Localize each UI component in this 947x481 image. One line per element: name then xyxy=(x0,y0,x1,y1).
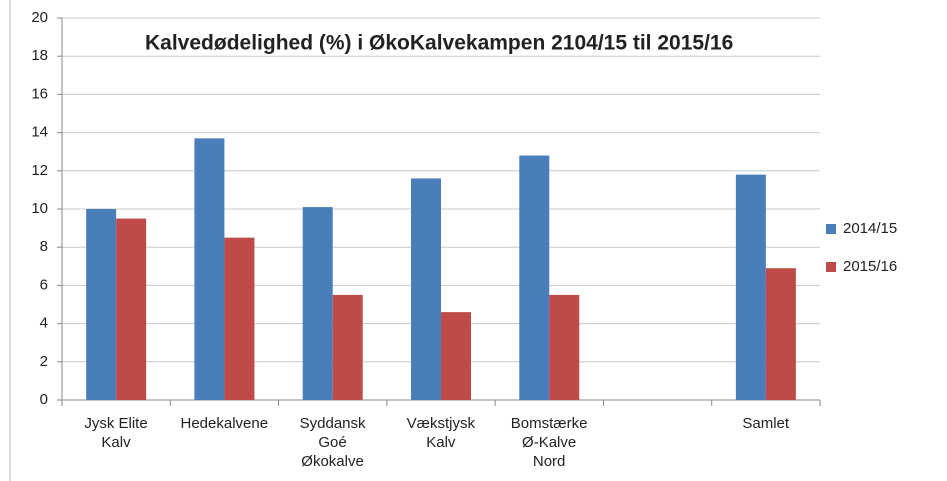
bar xyxy=(116,218,147,400)
y-tick-label: 4 xyxy=(40,315,48,332)
legend-swatch xyxy=(826,224,836,234)
chart-title: Kalvedødelighed (%) i ØkoKalvekampen 210… xyxy=(145,32,733,55)
bar xyxy=(86,209,117,400)
bar xyxy=(549,294,580,400)
bar xyxy=(519,155,550,400)
legend-label: 2015/16 xyxy=(843,258,897,275)
bar xyxy=(194,138,225,400)
bar xyxy=(411,178,441,400)
legend-label: 2014/15 xyxy=(843,220,897,237)
x-tick-label: Bomstærke Ø-Kalve Nord xyxy=(510,415,588,470)
y-tick-label: 18 xyxy=(31,47,48,64)
bar xyxy=(735,174,766,400)
bar xyxy=(765,268,796,400)
bar xyxy=(302,207,333,400)
bar xyxy=(441,312,471,400)
legend-swatch xyxy=(826,262,836,272)
x-tick-label: Syddansk Goé Økokalve xyxy=(299,415,366,470)
y-tick-label: 6 xyxy=(40,276,48,293)
y-tick-label: 16 xyxy=(31,85,48,102)
x-tick-label: Samlet xyxy=(742,415,790,432)
x-tick-label: Hedekalvene xyxy=(180,415,269,432)
x-tick-label: Jysk Elite Kalv xyxy=(84,415,148,451)
y-tick-label: 2 xyxy=(40,353,48,370)
y-tick-label: 10 xyxy=(31,200,48,217)
bar xyxy=(332,294,363,400)
y-tick-label: 0 xyxy=(40,391,48,408)
x-tick-label: Vækstjysk Kalv xyxy=(406,415,476,451)
y-tick-label: 20 xyxy=(31,9,48,26)
y-tick-label: 12 xyxy=(31,162,48,179)
y-tick-label: 8 xyxy=(40,238,48,255)
y-tick-label: 14 xyxy=(31,124,48,141)
bar xyxy=(224,237,255,400)
